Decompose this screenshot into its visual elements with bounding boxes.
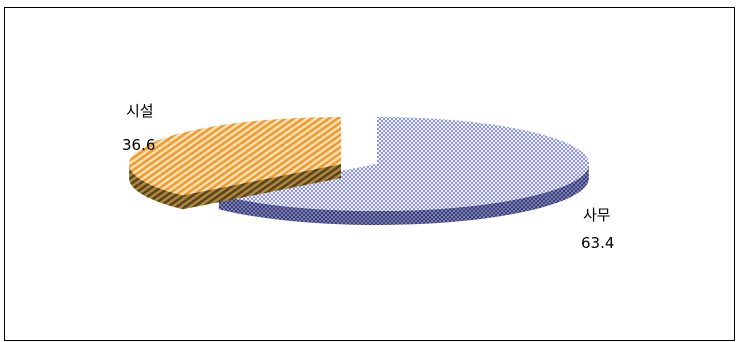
pie-slice-wall-1-0 [182,164,341,210]
data-label-value-0: 63.4 [581,234,614,252]
pie-slice-1 [129,117,341,210]
pie-slice-side-0 [218,161,589,225]
pie-slice-side-1 [129,162,183,210]
pie-slice-top-0 [218,117,590,211]
labels-layer: 시설 36.6 사무 63.4 [122,102,614,252]
data-label-name-0: 사무 [583,206,611,224]
chart-frame: 시설 36.6 사무 63.4 [4,7,735,341]
pie-slice-top-1 [129,117,341,196]
pie-chart: 시설 36.6 사무 63.4 [122,102,614,252]
data-label-name-1: 시설 [126,102,154,120]
slices-layer [129,117,590,225]
data-label-value-1: 36.6 [122,136,155,154]
